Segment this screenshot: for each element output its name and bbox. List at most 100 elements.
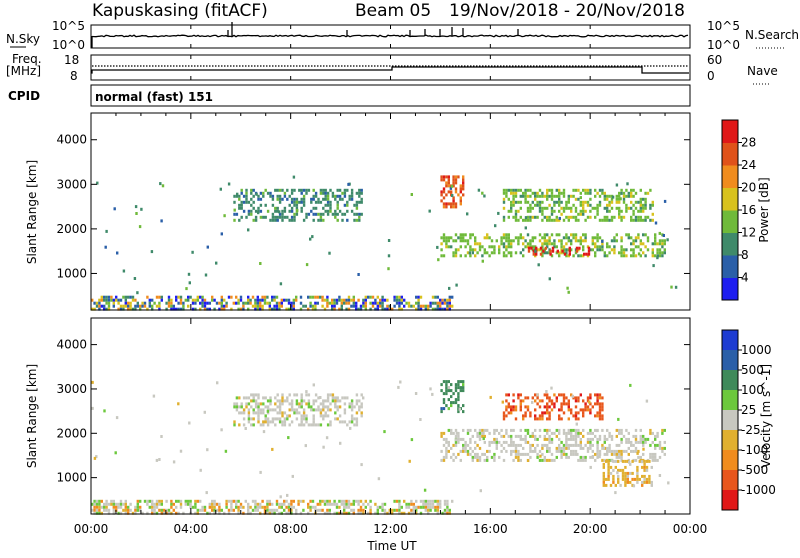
data-cell <box>536 393 539 397</box>
data-cell <box>636 468 639 472</box>
data-cell <box>387 254 391 258</box>
data-cell <box>447 184 450 188</box>
data-cell <box>283 399 287 403</box>
data-cell <box>589 215 592 219</box>
data-cell <box>280 301 283 305</box>
data-cell <box>311 304 315 308</box>
data-cell <box>134 511 137 515</box>
data-cell <box>440 236 443 240</box>
data-cell <box>445 245 448 249</box>
data-cell <box>259 197 263 201</box>
data-cell <box>632 194 635 198</box>
data-cell <box>182 511 185 515</box>
data-cell <box>391 508 394 512</box>
data-cell <box>543 434 546 438</box>
data-cell <box>618 194 621 198</box>
data-cell <box>249 301 252 305</box>
data-cell <box>151 298 154 302</box>
data-cell <box>312 420 315 424</box>
data-cell <box>358 405 361 409</box>
data-cell <box>524 191 527 195</box>
data-cell <box>412 508 415 512</box>
data-cell <box>620 437 623 441</box>
data-cell <box>179 449 183 453</box>
data-cell <box>505 399 508 403</box>
data-cell <box>422 505 425 509</box>
data-cell <box>577 428 580 432</box>
data-cell <box>541 212 544 216</box>
data-cell <box>343 505 346 509</box>
data-cell <box>281 197 284 201</box>
data-cell <box>462 181 465 185</box>
data-cell <box>622 200 626 204</box>
data-cell <box>329 203 332 207</box>
data-cell <box>112 502 115 506</box>
data-cell <box>601 188 604 192</box>
data-cell <box>259 470 262 474</box>
data-cell <box>131 511 135 515</box>
data-cell <box>160 511 163 515</box>
data-cell <box>343 420 347 424</box>
data-cell <box>584 233 587 237</box>
data-cell <box>502 218 506 222</box>
data-cell <box>206 511 209 515</box>
data-cell <box>336 417 339 421</box>
data-cell <box>500 434 503 438</box>
data-cell <box>167 304 171 308</box>
data-cell <box>526 206 530 210</box>
data-cell <box>603 458 606 462</box>
data-cell <box>464 245 467 249</box>
data-cell <box>618 200 621 204</box>
data-cell <box>379 505 382 509</box>
data-cell <box>240 405 243 409</box>
data-cell <box>381 307 384 311</box>
data-cell <box>311 235 314 239</box>
data-cell <box>654 446 657 450</box>
data-cell <box>278 301 281 305</box>
data-cell <box>447 443 450 447</box>
data-cell <box>240 215 243 219</box>
data-cell <box>96 181 99 185</box>
data-cell <box>203 508 207 512</box>
data-cell <box>369 307 372 311</box>
data-cell <box>459 239 462 243</box>
data-cell <box>259 191 263 195</box>
y-tick-label: 1000 <box>56 266 87 280</box>
data-cell <box>529 414 532 418</box>
data-cell <box>334 399 337 403</box>
data-cell <box>369 511 372 515</box>
data-cell <box>343 191 347 195</box>
data-cell <box>350 405 354 409</box>
data-cell <box>278 307 281 311</box>
data-cell <box>601 417 604 421</box>
data-cell <box>110 295 113 299</box>
data-cell <box>538 405 542 409</box>
data-cell <box>117 502 120 506</box>
data-cell <box>233 405 236 409</box>
data-cell <box>452 431 455 435</box>
data-cell <box>300 423 303 427</box>
data-cell <box>542 249 545 253</box>
data-cell <box>598 455 601 459</box>
data-cell <box>235 499 238 503</box>
data-cell <box>541 251 544 255</box>
beam-label: Beam 05 <box>355 1 431 21</box>
data-cell <box>502 434 506 438</box>
data-cell <box>445 452 448 456</box>
data-cell <box>577 411 580 415</box>
data-cell <box>519 434 522 438</box>
data-cell <box>565 242 568 246</box>
data-cell <box>452 205 455 209</box>
data-cell <box>264 188 267 192</box>
data-cell <box>331 396 335 400</box>
data-cell <box>122 508 125 512</box>
data-cell <box>266 420 270 424</box>
data-cell <box>285 298 288 302</box>
data-cell <box>541 245 544 249</box>
data-cell <box>317 423 320 427</box>
data-cell <box>454 251 458 255</box>
data-cell <box>254 209 258 213</box>
data-cell <box>615 239 618 243</box>
data-cell <box>290 408 294 412</box>
y-tick-label: 4000 <box>56 338 87 352</box>
